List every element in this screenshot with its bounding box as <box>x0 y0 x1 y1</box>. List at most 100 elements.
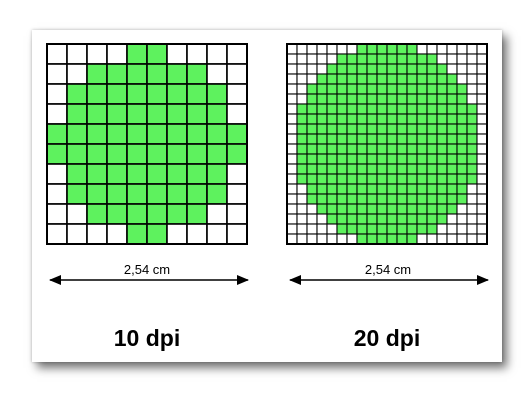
filled-pixel <box>126 103 148 125</box>
measure-label-10dpi: 2,54 cm <box>124 262 170 277</box>
empty-pixel <box>286 143 298 155</box>
filled-pixel <box>336 63 348 75</box>
empty-pixel <box>466 233 478 245</box>
filled-pixel <box>356 203 368 215</box>
filled-pixel <box>346 63 358 75</box>
filled-pixel <box>406 83 418 95</box>
filled-pixel <box>426 73 438 85</box>
figure-svg: 2,54 cm 2,54 cm <box>46 43 489 285</box>
filled-pixel <box>126 83 148 105</box>
empty-pixel <box>286 93 298 105</box>
filled-pixel <box>326 133 338 145</box>
filled-pixel <box>206 123 228 145</box>
filled-pixel <box>426 223 438 235</box>
filled-pixel <box>146 63 168 85</box>
filled-pixel <box>356 83 368 95</box>
empty-pixel <box>296 43 308 55</box>
filled-pixel <box>376 173 388 185</box>
filled-pixel <box>66 183 88 205</box>
filled-pixel <box>366 163 378 175</box>
filled-pixel <box>376 83 388 95</box>
empty-pixel <box>226 163 248 185</box>
empty-pixel <box>346 233 358 245</box>
empty-pixel <box>286 213 298 225</box>
filled-pixel <box>416 223 428 235</box>
filled-pixel <box>426 63 438 75</box>
filled-pixel <box>416 163 428 175</box>
filled-pixel <box>366 143 378 155</box>
empty-pixel <box>456 63 468 75</box>
empty-pixel <box>226 83 248 105</box>
empty-pixel <box>476 83 488 95</box>
empty-pixel <box>476 53 488 65</box>
filled-pixel <box>416 213 428 225</box>
filled-pixel <box>406 43 418 55</box>
filled-pixel <box>326 143 338 155</box>
filled-pixel <box>446 73 458 85</box>
filled-pixel <box>306 153 318 165</box>
filled-pixel <box>456 153 468 165</box>
empty-pixel <box>316 63 328 75</box>
empty-pixel <box>286 183 298 195</box>
filled-pixel <box>416 123 428 135</box>
filled-pixel <box>336 113 348 125</box>
filled-pixel <box>366 213 378 225</box>
empty-pixel <box>106 223 128 245</box>
filled-pixel <box>346 83 358 95</box>
filled-pixel <box>446 203 458 215</box>
filled-pixel <box>86 203 108 225</box>
filled-pixel <box>356 183 368 195</box>
empty-pixel <box>466 213 478 225</box>
filled-pixel <box>406 73 418 85</box>
filled-pixel <box>106 143 128 165</box>
filled-pixel <box>396 223 408 235</box>
empty-pixel <box>456 233 468 245</box>
filled-pixel <box>396 53 408 65</box>
filled-pixel <box>316 203 328 215</box>
filled-pixel <box>396 83 408 95</box>
filled-pixel <box>376 133 388 145</box>
empty-pixel <box>206 223 228 245</box>
filled-pixel <box>126 63 148 85</box>
filled-pixel <box>206 83 228 105</box>
filled-pixel <box>346 113 358 125</box>
empty-pixel <box>456 203 468 215</box>
filled-pixel <box>366 53 378 65</box>
empty-pixel <box>466 43 478 55</box>
filled-pixel <box>106 123 128 145</box>
filled-pixel <box>186 203 208 225</box>
filled-pixel <box>446 123 458 135</box>
filled-pixel <box>316 83 328 95</box>
filled-pixel <box>406 173 418 185</box>
empty-pixel <box>466 183 478 195</box>
filled-pixel <box>416 53 428 65</box>
filled-pixel <box>146 103 168 125</box>
empty-pixel <box>46 163 68 185</box>
filled-pixel <box>386 233 398 245</box>
filled-pixel <box>336 193 348 205</box>
empty-pixel <box>186 43 208 65</box>
filled-pixel <box>326 183 338 195</box>
filled-pixel <box>426 203 438 215</box>
empty-pixel <box>286 83 298 95</box>
empty-pixel <box>306 213 318 225</box>
filled-pixel <box>346 163 358 175</box>
filled-pixel <box>436 153 448 165</box>
empty-pixel <box>476 103 488 115</box>
filled-pixel <box>436 63 448 75</box>
filled-pixel <box>396 43 408 55</box>
filled-pixel <box>436 213 448 225</box>
empty-pixel <box>466 83 478 95</box>
filled-pixel <box>386 73 398 85</box>
empty-pixel <box>306 43 318 55</box>
filled-pixel <box>456 123 468 135</box>
empty-pixel <box>476 113 488 125</box>
filled-pixel <box>356 103 368 115</box>
filled-pixel <box>426 93 438 105</box>
filled-pixel <box>376 163 388 175</box>
filled-pixel <box>466 173 478 185</box>
measure-label-20dpi: 2,54 cm <box>365 262 411 277</box>
pixel-grid-20dpi <box>286 43 488 245</box>
filled-pixel <box>416 103 428 115</box>
empty-pixel <box>286 73 298 85</box>
